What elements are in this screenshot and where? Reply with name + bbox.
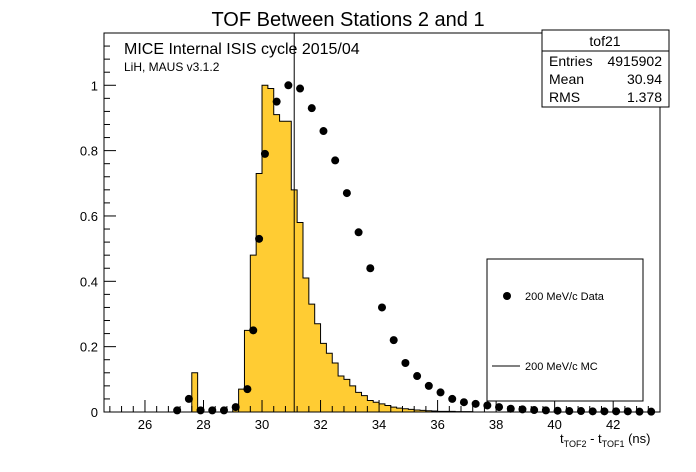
stats-title: tof21 (589, 33, 620, 49)
data-point (471, 399, 480, 408)
data-point (518, 405, 527, 414)
x-tick-label: 26 (138, 417, 152, 432)
x-tick-label: 40 (547, 417, 561, 432)
data-point (342, 189, 351, 198)
data-point (576, 407, 585, 416)
y-tick-label: 0.6 (80, 209, 98, 224)
data-point (319, 127, 328, 136)
data-point (255, 234, 264, 243)
y-tick-label: 0.8 (80, 144, 98, 159)
legend-mc-label: 200 MeV/c MC (525, 361, 598, 373)
data-point (284, 81, 293, 90)
data-point (612, 407, 621, 416)
data-point (260, 149, 269, 158)
x-axis-label: tTOF2 - tTOF1 (ns) (560, 431, 650, 449)
data-point (272, 97, 281, 106)
data-point (401, 358, 410, 367)
x-axis-label-t1: t (560, 431, 564, 446)
data-point (354, 228, 363, 237)
data-point (307, 104, 316, 113)
legend-data-label: 200 MeV/c Data (525, 291, 605, 303)
experiment-label: MICE Internal ISIS cycle 2015/04 (124, 41, 360, 58)
x-axis-label-sub2: TOF1 (602, 439, 625, 449)
data-point (231, 403, 240, 412)
y-tick-label: 0 (91, 405, 98, 420)
legend-data-marker (503, 292, 511, 300)
x-axis-label-sub1: TOF2 (564, 439, 587, 449)
data-point (378, 303, 386, 312)
data-point (413, 372, 422, 381)
data-point (506, 404, 515, 413)
x-tick-label: 36 (430, 417, 444, 432)
data-point (424, 381, 433, 390)
data-point (565, 407, 574, 416)
stats-box: tof21 Entries 4915902 Mean 30.94 RMS 1.3… (541, 29, 670, 108)
plot-frame (103, 32, 661, 413)
data-point (553, 406, 562, 415)
data-point (296, 84, 305, 93)
stats-label-mean: Mean (549, 71, 584, 87)
x-tick-label: 30 (255, 417, 269, 432)
stats-label-rms: RMS (549, 89, 580, 105)
stats-value-entries: 4915902 (607, 53, 662, 69)
data-point (623, 407, 632, 416)
data-point (600, 407, 609, 416)
data-point (331, 156, 340, 165)
stats-value-rms: 1.378 (627, 89, 662, 105)
data-point (459, 398, 468, 407)
x-tick-label: 42 (606, 417, 620, 432)
x-axis-label-mid: - t (586, 431, 602, 446)
y-tick-label: 0.2 (80, 340, 98, 355)
stats-label-entries: Entries (549, 53, 593, 69)
x-tick-label: 28 (196, 417, 210, 432)
x-tick-label: 34 (372, 417, 386, 432)
data-point (249, 326, 258, 335)
x-tick-label: 32 (313, 417, 327, 432)
data-point (588, 407, 597, 416)
stats-value-mean: 30.94 (627, 71, 662, 87)
data-point (184, 394, 193, 403)
data-point (389, 336, 398, 345)
data-point (448, 394, 457, 403)
x-axis-label-unit: (ns) (624, 431, 650, 446)
chart-title: TOF Between Stations 2 and 1 (211, 9, 484, 31)
data-point (495, 403, 504, 412)
data-point (436, 388, 445, 397)
axes: 26 28 30 32 34 36 38 40 42 0 0.2 0.4 0.6 0.8 1 (80, 32, 661, 432)
data-point (366, 264, 375, 273)
y-tick-label: 1 (91, 78, 98, 93)
x-tick-label: 38 (489, 417, 503, 432)
sample-label: LiH, MAUS v3.1.2 (124, 60, 220, 74)
y-tick-label: 0.4 (80, 274, 98, 289)
data-point (243, 385, 252, 394)
legend: 200 MeV/c Data 200 MeV/c MC (486, 258, 644, 402)
data-point (483, 401, 492, 410)
